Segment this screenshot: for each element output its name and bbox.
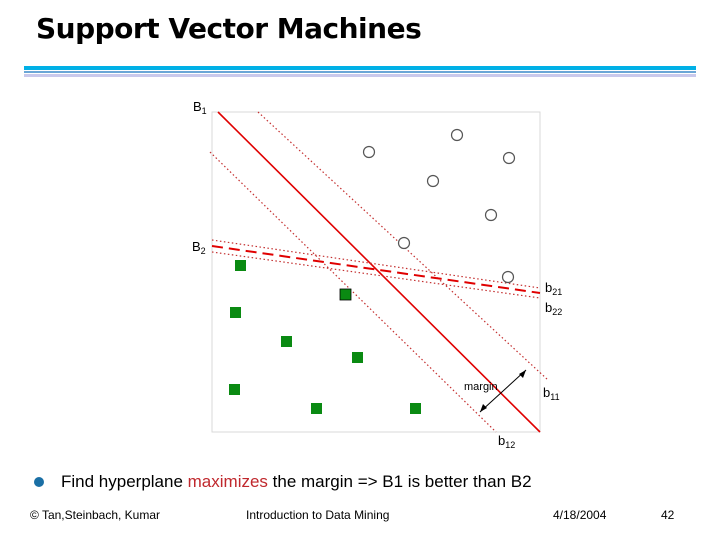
bullet-point: Find hyperplane maximizes the margin => … xyxy=(34,472,532,492)
bullet-dot-icon xyxy=(34,477,44,487)
square-point xyxy=(339,288,352,301)
circle-point xyxy=(426,174,440,188)
footer-course-title: Introduction to Data Mining xyxy=(246,508,390,522)
b12-margin-line xyxy=(209,151,497,433)
title-rule-middle xyxy=(24,71,696,73)
margin-label: margin xyxy=(464,381,498,393)
circle-point xyxy=(397,236,411,250)
footer-copyright: © Tan,Steinbach, Kumar xyxy=(30,508,161,522)
square-point xyxy=(235,260,246,271)
b21-label: b21 xyxy=(545,280,562,297)
bullet-text-highlight: maximizes xyxy=(187,472,268,491)
square-point xyxy=(230,307,241,318)
footer-date: 4/18/2004 xyxy=(553,508,607,522)
b11-label: b11 xyxy=(543,385,560,402)
b2-hyperplane xyxy=(211,245,541,294)
square-point xyxy=(229,384,240,395)
circle-point xyxy=(450,128,464,142)
circle-point xyxy=(502,151,516,165)
b12-label: b12 xyxy=(498,433,515,450)
b2-label: B2 xyxy=(192,239,206,256)
bullet-text-after: the margin => B1 is better than B2 xyxy=(267,472,532,491)
margin-arrow xyxy=(479,369,527,413)
title-rule-top xyxy=(24,66,696,70)
slide-title: Support Vector Machines xyxy=(36,12,422,45)
margin-arrowhead-low xyxy=(480,404,487,412)
square-point xyxy=(352,352,363,363)
b1-hyperplane xyxy=(217,111,541,433)
b22-label: b22 xyxy=(545,300,562,317)
footer-page-number: 42 xyxy=(661,508,675,522)
b21-margin-line xyxy=(211,239,541,289)
square-class-points xyxy=(229,260,421,414)
square-point xyxy=(410,403,421,414)
b22-margin-line xyxy=(211,251,541,299)
bullet-text: Find hyperplane maximizes the margin => … xyxy=(61,472,532,492)
title-rule-bottom xyxy=(24,74,696,77)
margin-arrowhead-high xyxy=(519,370,526,378)
bullet-text-before: Find hyperplane xyxy=(61,472,188,491)
square-point xyxy=(311,403,322,414)
data-region-frame xyxy=(211,111,541,433)
circle-point xyxy=(362,145,376,159)
circle-class-points xyxy=(362,128,516,284)
circle-point xyxy=(501,270,515,284)
b1-label: B1 xyxy=(193,99,207,116)
circle-point xyxy=(484,208,498,222)
square-point xyxy=(281,336,292,347)
